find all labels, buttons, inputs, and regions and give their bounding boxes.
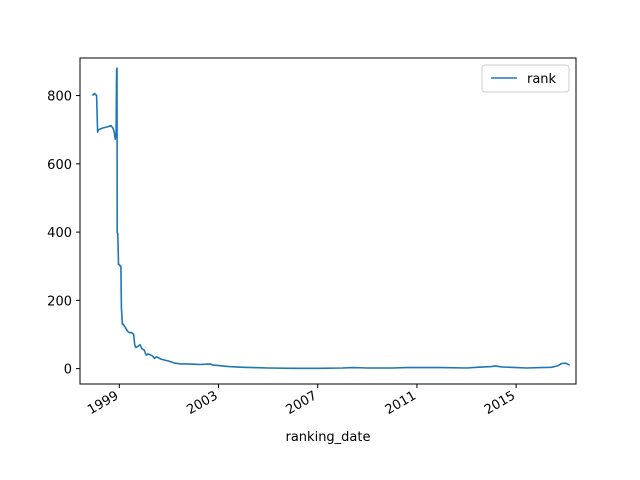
axes-frame bbox=[79, 57, 577, 385]
x-axis-label: ranking_date bbox=[286, 430, 371, 445]
legend-box bbox=[481, 64, 570, 93]
y-tick-label: 200 bbox=[47, 294, 72, 309]
plot-area bbox=[91, 67, 571, 370]
y-tick-label: 400 bbox=[47, 226, 72, 241]
legend-label-rank: rank bbox=[527, 72, 557, 87]
legend: rank bbox=[481, 64, 570, 93]
y-tick-label: 0 bbox=[64, 363, 72, 378]
y-tick-label: 600 bbox=[47, 158, 72, 173]
y-tick-label: 800 bbox=[47, 90, 72, 105]
series-line-rank bbox=[91, 67, 571, 370]
